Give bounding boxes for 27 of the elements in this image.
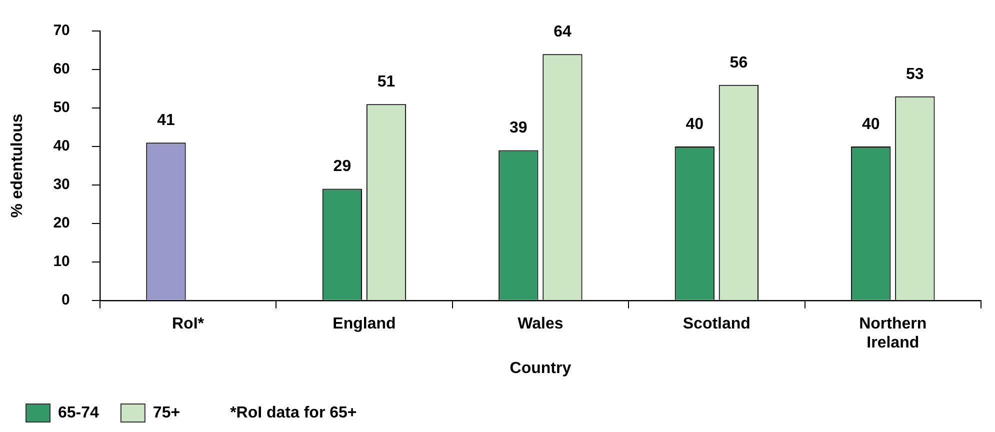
x-axis-title: Country xyxy=(510,360,572,377)
x-tick-label: Scotland xyxy=(682,315,750,332)
data-label: 56 xyxy=(730,54,748,72)
y-tick-label: 40 xyxy=(53,138,70,155)
x-tick-label: RoI* xyxy=(172,315,205,332)
x-tick-label: Wales xyxy=(518,315,564,332)
x-tick-label: Northern Ireland xyxy=(859,315,927,352)
data-label: 51 xyxy=(377,74,396,91)
y-axis-title: % edentulous xyxy=(9,114,26,218)
y-tick-label: 20 xyxy=(53,214,70,232)
y-tick-label: 50 xyxy=(53,99,70,116)
y-tick-label: 60 xyxy=(53,60,70,78)
legend-label: 65-74 xyxy=(58,404,100,422)
data-label: 41 xyxy=(157,112,175,130)
data-label: 40 xyxy=(686,116,704,133)
text: *RoI data for 65+ xyxy=(230,404,357,422)
y-tick-label: 30 xyxy=(53,176,70,194)
y-tick-label: 0 xyxy=(62,292,70,309)
y-tick-label: 10 xyxy=(53,253,70,270)
data-label: 29 xyxy=(333,158,352,176)
data-label: 40 xyxy=(862,116,880,133)
x-tick-label: England xyxy=(332,315,396,332)
data-label: 53 xyxy=(906,66,924,83)
data-label: 39 xyxy=(510,120,528,137)
legend-label: 75+ xyxy=(152,404,180,422)
y-tick-label: 70 xyxy=(53,22,70,40)
data-label: 64 xyxy=(554,24,572,40)
